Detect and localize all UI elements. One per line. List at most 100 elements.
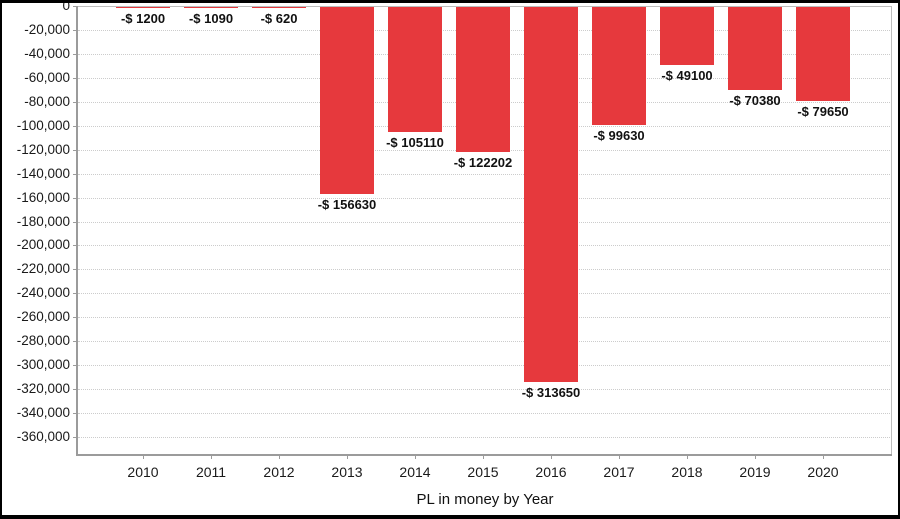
y-tick-label: -40,000 [24, 45, 70, 61]
bar-2010 [116, 6, 170, 8]
y-tick-mark [73, 341, 78, 343]
y-tick-mark [73, 245, 78, 247]
gridline [78, 173, 892, 175]
bar-2020 [796, 6, 850, 102]
x-tick-mark [687, 455, 688, 459]
x-tick-label: 2014 [399, 464, 431, 480]
x-tick-mark [483, 455, 484, 459]
gridline [78, 197, 892, 199]
y-tick-label: -20,000 [24, 21, 70, 37]
bar-value-label: -$ 1200 [120, 11, 166, 26]
y-tick-mark [73, 6, 78, 7]
bar-2019 [728, 6, 782, 91]
plot-border-right [891, 6, 892, 455]
bar-2016 [524, 6, 578, 382]
x-tick-mark [279, 455, 280, 459]
x-axis-title: PL in money by Year [416, 491, 554, 508]
x-tick-label: 2011 [195, 464, 227, 480]
x-tick-label: 2018 [671, 464, 703, 480]
bar-value-label: -$ 313650 [521, 384, 581, 400]
x-tick-mark [415, 455, 416, 459]
bar-2013 [320, 6, 374, 194]
y-tick-mark [73, 173, 78, 175]
bar-2015 [456, 6, 510, 153]
y-tick-label: -160,000 [16, 189, 70, 205]
bar-2018 [660, 6, 714, 65]
y-tick-label: -100,000 [16, 117, 70, 133]
plot-border-top [78, 6, 892, 7]
bar-value-label: -$ 156630 [317, 196, 377, 212]
y-tick-label: -360,000 [16, 429, 70, 445]
gridline [78, 269, 892, 271]
y-tick-mark [73, 53, 78, 55]
x-tick-label: 2013 [331, 464, 363, 480]
bar-value-label: -$ 99630 [593, 128, 645, 144]
x-tick-label: 2016 [535, 464, 567, 480]
bar-value-label: -$ 1090 [188, 11, 234, 26]
x-tick-label: 2012 [263, 464, 295, 480]
y-tick-label: -320,000 [16, 381, 70, 397]
x-tick-mark [551, 455, 552, 459]
bar-value-label: -$ 620 [260, 11, 298, 26]
y-tick-label: -260,000 [16, 309, 70, 325]
y-tick-label: -60,000 [24, 69, 70, 85]
x-tick-mark [755, 455, 756, 459]
y-tick-mark [73, 149, 78, 151]
y-tick-label: -180,000 [16, 213, 70, 229]
y-tick-mark [73, 197, 78, 199]
x-tick-label: 2019 [739, 464, 771, 480]
bar-2011 [184, 6, 238, 8]
y-tick-mark [73, 413, 78, 415]
x-tick-label: 2017 [603, 464, 635, 480]
gridline [78, 221, 892, 223]
y-tick-mark [73, 125, 78, 127]
plot-area: -$ 1200 -$ 1090 -$ 620 -$ 156630 -$ 105110 -$… [78, 6, 892, 455]
x-tick-mark [619, 455, 620, 459]
y-tick-mark [73, 221, 78, 223]
bar-value-label: -$ 49100 [661, 67, 713, 83]
y-tick-label: 0 [62, 0, 70, 13]
gridline [78, 245, 892, 247]
y-tick-label: -120,000 [16, 141, 70, 157]
y-tick-mark [73, 389, 78, 391]
x-tick-label: 2020 [807, 464, 839, 480]
bar-2014 [388, 6, 442, 132]
x-tick-mark [347, 455, 348, 459]
y-tick-label: -300,000 [16, 357, 70, 373]
gridline [78, 437, 892, 439]
y-tick-mark [73, 317, 78, 319]
x-tick-mark [143, 455, 144, 459]
gridline [78, 293, 892, 295]
y-tick-label: -340,000 [16, 405, 70, 421]
bar-value-label: -$ 70380 [729, 93, 781, 109]
y-tick-label: -220,000 [16, 261, 70, 277]
bar-value-label: -$ 79650 [797, 104, 849, 120]
bar-2017 [592, 6, 646, 126]
bar-value-label: -$ 105110 [386, 134, 444, 150]
x-tick-label: 2015 [467, 464, 499, 480]
y-tick-mark [73, 437, 78, 439]
gridline [78, 317, 892, 319]
y-tick-label: -80,000 [24, 93, 70, 109]
gridline [78, 365, 892, 367]
x-axis-line [76, 454, 892, 456]
x-tick-mark [211, 455, 212, 459]
y-tick-label: -140,000 [16, 165, 70, 181]
gridline [78, 341, 892, 343]
y-axis-line [76, 6, 78, 456]
gridline [78, 389, 892, 391]
x-tick-mark [823, 455, 824, 459]
y-tick-mark [73, 77, 78, 79]
y-tick-mark [73, 29, 78, 31]
y-tick-label: -280,000 [16, 333, 70, 349]
x-tick-label: 2010 [127, 464, 159, 480]
bar-value-label: -$ 122202 [453, 155, 513, 171]
bar-2012 [252, 6, 306, 8]
y-tick-mark [73, 101, 78, 103]
y-tick-mark [73, 293, 78, 295]
y-tick-mark [73, 269, 78, 271]
y-tick-label: -200,000 [16, 237, 70, 253]
gridline [78, 413, 892, 415]
y-tick-label: -240,000 [16, 285, 70, 301]
